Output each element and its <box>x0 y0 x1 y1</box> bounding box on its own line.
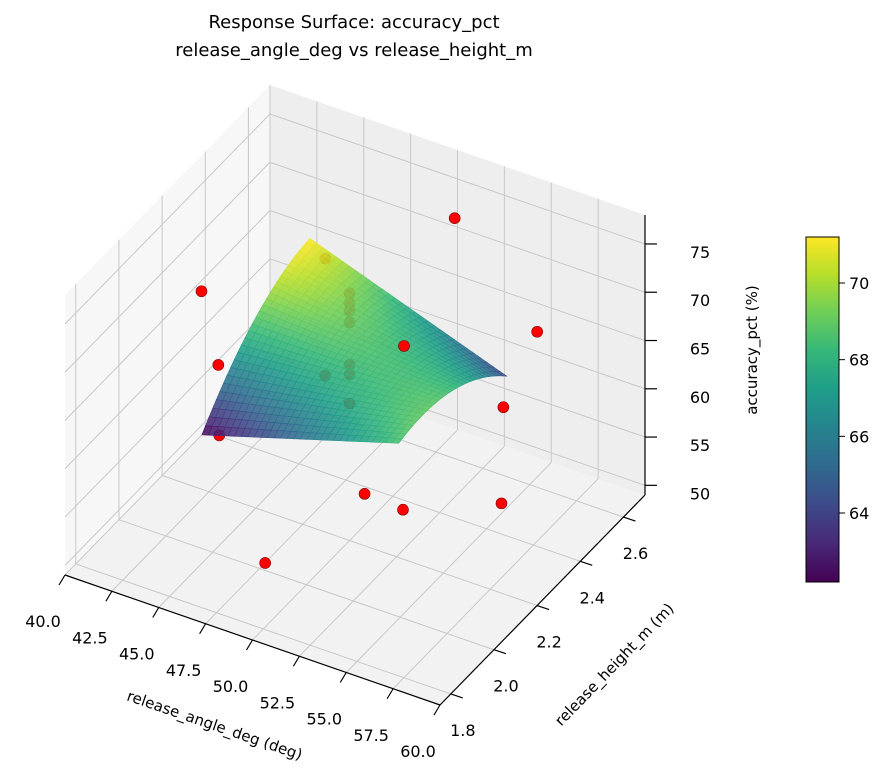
x-tick-label: 40.0 <box>25 612 61 631</box>
colorbar-tick-label: 64 <box>849 504 869 523</box>
x-tick-label: 47.5 <box>166 661 202 680</box>
data-point <box>358 488 371 500</box>
chart-title: Response Surface: accuracy_pct <box>208 12 500 33</box>
gridline-z-back <box>269 210 646 341</box>
gridline-z-back <box>269 161 646 293</box>
z-tick-label: 55 <box>690 436 710 455</box>
x-tick-label: 60.0 <box>400 742 436 761</box>
gridline-z-left <box>64 113 271 325</box>
z-tick-label: 60 <box>690 388 710 407</box>
colorbar-tick-label: 66 <box>849 427 869 446</box>
left-pane <box>65 85 270 575</box>
x-tick <box>105 590 113 602</box>
y-tick-label: 2.2 <box>536 633 561 652</box>
gridline-x-floor <box>299 445 505 657</box>
data-point <box>398 340 410 352</box>
x-tick <box>386 688 394 700</box>
z-axis-label: accuracy_pct (%) <box>743 285 762 415</box>
z-tick-label: 70 <box>690 291 710 310</box>
x-tick-label: 45.0 <box>119 645 155 664</box>
x-tick <box>199 623 207 635</box>
colorbar: 64 66 68 70 <box>805 236 869 583</box>
data-point <box>195 285 208 298</box>
gridline-y-floor <box>118 519 495 651</box>
gridline-x-floor <box>252 429 458 641</box>
colorbar-gradient <box>805 236 840 583</box>
x-tick <box>339 672 347 683</box>
gridline-y-floor <box>161 475 538 606</box>
x-tick <box>152 607 160 618</box>
gridline-z-left <box>64 258 271 470</box>
gridline-y-floor <box>75 563 451 695</box>
y-axis-label: release_height_m (m) <box>551 600 678 731</box>
gridline-z-back <box>269 113 646 245</box>
y-tick-label: 2.0 <box>493 677 518 696</box>
colorbar-tick-label: 68 <box>849 351 869 370</box>
x-tick-label: 42.5 <box>72 628 108 647</box>
data-point <box>497 401 510 414</box>
y-tick <box>450 693 463 699</box>
gridline-z-left <box>64 161 271 373</box>
z-tick-label: 50 <box>690 484 710 503</box>
data-point <box>448 212 461 224</box>
gridline-z-left <box>64 210 271 421</box>
data-point <box>212 359 225 371</box>
data-point <box>397 503 409 516</box>
gridline-x-floor <box>345 462 552 673</box>
x-tick <box>58 574 66 586</box>
y-tick <box>580 560 593 566</box>
gridline-x-floor <box>205 413 411 625</box>
chart-subtitle: release_angle_deg vs release_height_m <box>175 40 533 61</box>
y-tick <box>623 516 636 522</box>
y-axis-line <box>439 494 646 706</box>
data-point <box>495 497 508 510</box>
x-tick-label: 50.0 <box>213 677 249 696</box>
gridline-x-floor <box>392 478 599 690</box>
x-tick <box>245 639 254 651</box>
surface-patch <box>391 437 403 444</box>
x-tick-label: 55.0 <box>306 710 342 729</box>
z-tick-label: 75 <box>690 243 710 262</box>
gridline-y-floor <box>205 430 581 562</box>
y-tick-label: 1.8 <box>450 721 475 740</box>
x-tick <box>433 704 441 716</box>
z-tick-label: 65 <box>690 340 710 359</box>
x-tick-label: 57.5 <box>353 726 389 745</box>
y-tick <box>536 604 550 611</box>
x-tick <box>292 655 300 667</box>
y-tick-label: 2.4 <box>580 588 605 607</box>
y-tick-label: 2.6 <box>623 544 648 563</box>
data-point <box>531 325 543 338</box>
data-point <box>259 557 271 569</box>
colorbar-tick-label: 70 <box>849 274 869 293</box>
x-tick-label: 52.5 <box>260 693 296 712</box>
gridline-z-left <box>64 306 271 518</box>
y-tick <box>493 649 507 655</box>
